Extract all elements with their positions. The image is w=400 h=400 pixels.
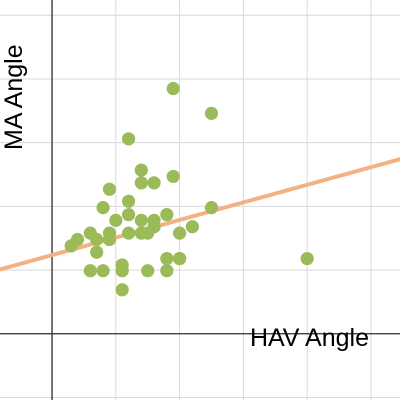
data-point	[172, 226, 187, 240]
data-point	[121, 194, 136, 208]
data-point	[204, 106, 219, 120]
data-point	[90, 245, 104, 259]
data-point	[300, 251, 314, 266]
data-point	[102, 232, 117, 247]
data-point	[83, 264, 97, 278]
data-point	[90, 232, 104, 247]
data-point	[109, 213, 123, 227]
data-point	[134, 163, 148, 177]
data-point	[134, 213, 148, 227]
data-point	[102, 182, 117, 196]
data-point	[115, 283, 129, 297]
data-point	[96, 201, 110, 215]
data-point	[96, 264, 110, 278]
data-point	[121, 226, 136, 240]
data-point	[141, 264, 155, 278]
data-point	[160, 264, 174, 278]
data-point	[166, 81, 180, 96]
data-point	[166, 169, 180, 184]
data-point	[115, 264, 129, 278]
data-point	[147, 176, 161, 190]
data-point	[185, 220, 199, 234]
data-point	[134, 176, 148, 190]
trend-line	[0, 157, 400, 272]
x-axis-label: HAV Angle	[250, 324, 369, 352]
y-axis-label: MA Angle	[0, 44, 28, 150]
data-point	[204, 201, 219, 215]
data-point	[147, 220, 161, 234]
data-point	[121, 132, 136, 146]
data-point-layer	[64, 81, 314, 297]
data-point	[121, 208, 136, 222]
data-point	[160, 208, 174, 222]
data-point	[160, 251, 174, 266]
data-point	[70, 232, 85, 247]
trend-line-layer	[0, 157, 400, 272]
data-point	[172, 251, 187, 266]
